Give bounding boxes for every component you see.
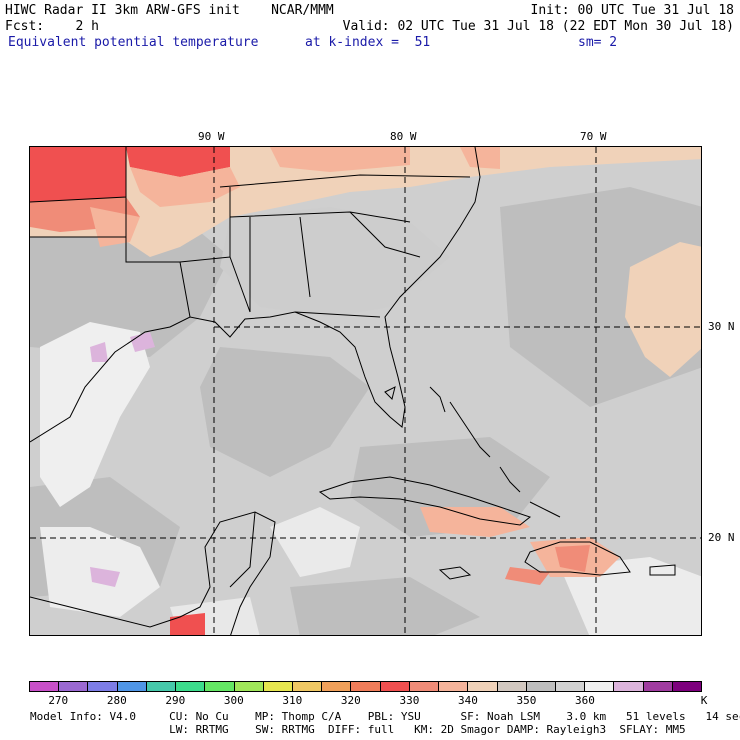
colorbar-swatch [292, 682, 323, 691]
lat-label-30n: 30 N [708, 320, 735, 333]
lat-label-20n: 20 N [708, 531, 735, 544]
colorbar-tick-label: 320 [340, 694, 361, 707]
model-info-line2: LW: RRTMG SW: RRTMG DIFF: full KM: 2D Sm… [30, 723, 686, 736]
colorbar-swatch [672, 682, 702, 691]
colorbar-swatch [585, 682, 615, 691]
level-index: at k-index = 51 [305, 35, 431, 50]
colorbar-swatch [234, 682, 264, 691]
field-name: Equivalent potential temperature [8, 35, 259, 50]
colorbar-tick-label: 300 [223, 694, 244, 707]
colorbar-swatch [59, 682, 89, 691]
colorbar-swatch [351, 682, 381, 691]
colorbar-tick-label: 280 [106, 694, 127, 707]
colorbar-swatch [555, 682, 586, 691]
colorbar-swatch [176, 682, 206, 691]
lon-label-70w: 70 W [580, 130, 607, 143]
colorbar-tick-label: 310 [282, 694, 303, 707]
colorbar-tick-label: 330 [399, 694, 420, 707]
smoothing: sm= 2 [578, 35, 618, 50]
colorbar-swatch [146, 682, 177, 691]
colorbar-swatch [439, 682, 469, 691]
model-info-line1: Model Info: V4.0 CU: No Cu MP: Thomp C/A… [30, 710, 740, 723]
colorbar-swatch [263, 682, 293, 691]
colorbar-swatch [117, 682, 147, 691]
colorbar-swatch [643, 682, 673, 691]
colorbar-swatch [409, 682, 440, 691]
colorbar-swatch [205, 682, 235, 691]
title-line: HIWC Radar II 3km ARW-GFS init NCAR/MMM [5, 3, 334, 18]
colorbar-swatch [614, 682, 644, 691]
lon-label-80w: 80 W [390, 130, 417, 143]
lon-label-90w: 90 W [198, 130, 225, 143]
colorbar-tick-label: 270 [48, 694, 69, 707]
colorbar-tick-label: 350 [516, 694, 537, 707]
colorbar-tick-label: 360 [575, 694, 595, 707]
colorbar-swatch [322, 682, 352, 691]
map-panel [29, 146, 702, 636]
colorbar-swatch [526, 682, 556, 691]
colorbar-swatch [380, 682, 410, 691]
colorbar-unit: K [700, 694, 708, 707]
colorbar-swatch [88, 682, 118, 691]
colorbar-swatch [30, 682, 60, 691]
init-time: Init: 00 UTC Tue 31 Jul 18 [530, 3, 735, 18]
colorbar-swatch [497, 682, 527, 691]
colorbar-tick-label: 290 [165, 694, 186, 707]
valid-time: Valid: 02 UTC Tue 31 Jul 18 (22 EDT Mon … [342, 19, 734, 34]
colorbar-tick-label: 340 [457, 694, 478, 707]
colorbar-swatch [468, 682, 498, 691]
forecast-hour: Fcst: 2 h [5, 19, 99, 34]
theta-e-field [30, 147, 701, 635]
colorbar [29, 681, 702, 692]
